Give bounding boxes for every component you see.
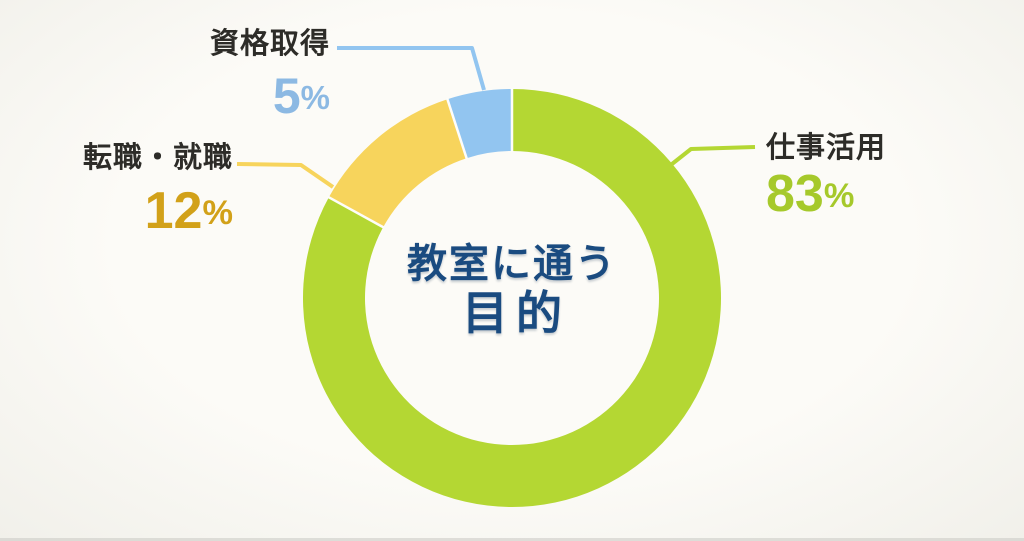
donut-center-title: 教室に通う 目的 xyxy=(407,244,617,336)
work-value-number: 83 xyxy=(766,165,824,223)
donut-segment-1 xyxy=(328,99,467,228)
qualification-percent-sign: % xyxy=(300,79,330,117)
career-percent-sign: % xyxy=(202,193,233,232)
callout-label-qualification: 資格取得 5% xyxy=(209,28,330,122)
callout-line-qualification xyxy=(337,46,486,91)
center-title-line2: 目的 xyxy=(462,287,570,339)
qualification-label: 資格取得 xyxy=(209,28,330,60)
callout-label-work: 仕事活用 83% xyxy=(766,132,887,221)
callout-line-career xyxy=(236,162,335,189)
donut-segment-0 xyxy=(302,89,721,507)
segment-separator xyxy=(327,195,385,229)
work-label: 仕事活用 xyxy=(766,132,887,164)
work-percent-sign: % xyxy=(823,176,855,215)
qualification-value-number: 5 xyxy=(272,68,301,124)
callout-label-career: 転職・就職 12% xyxy=(82,142,233,238)
career-value-number: 12 xyxy=(144,182,203,240)
work-value: 83% xyxy=(766,168,886,220)
qualification-value: 5% xyxy=(210,71,330,121)
donut-hole xyxy=(365,151,659,445)
donut-segment-2 xyxy=(447,89,512,159)
center-title-line1: 教室に通う xyxy=(407,242,617,286)
donut-segments xyxy=(302,89,721,507)
career-label: 転職・就職 xyxy=(82,142,233,174)
donut-segment-separators xyxy=(327,88,514,229)
frame-bottom-edge xyxy=(0,538,1024,541)
career-value: 12% xyxy=(83,185,233,237)
segment-separator xyxy=(445,97,469,160)
callout-line-work xyxy=(670,145,756,166)
